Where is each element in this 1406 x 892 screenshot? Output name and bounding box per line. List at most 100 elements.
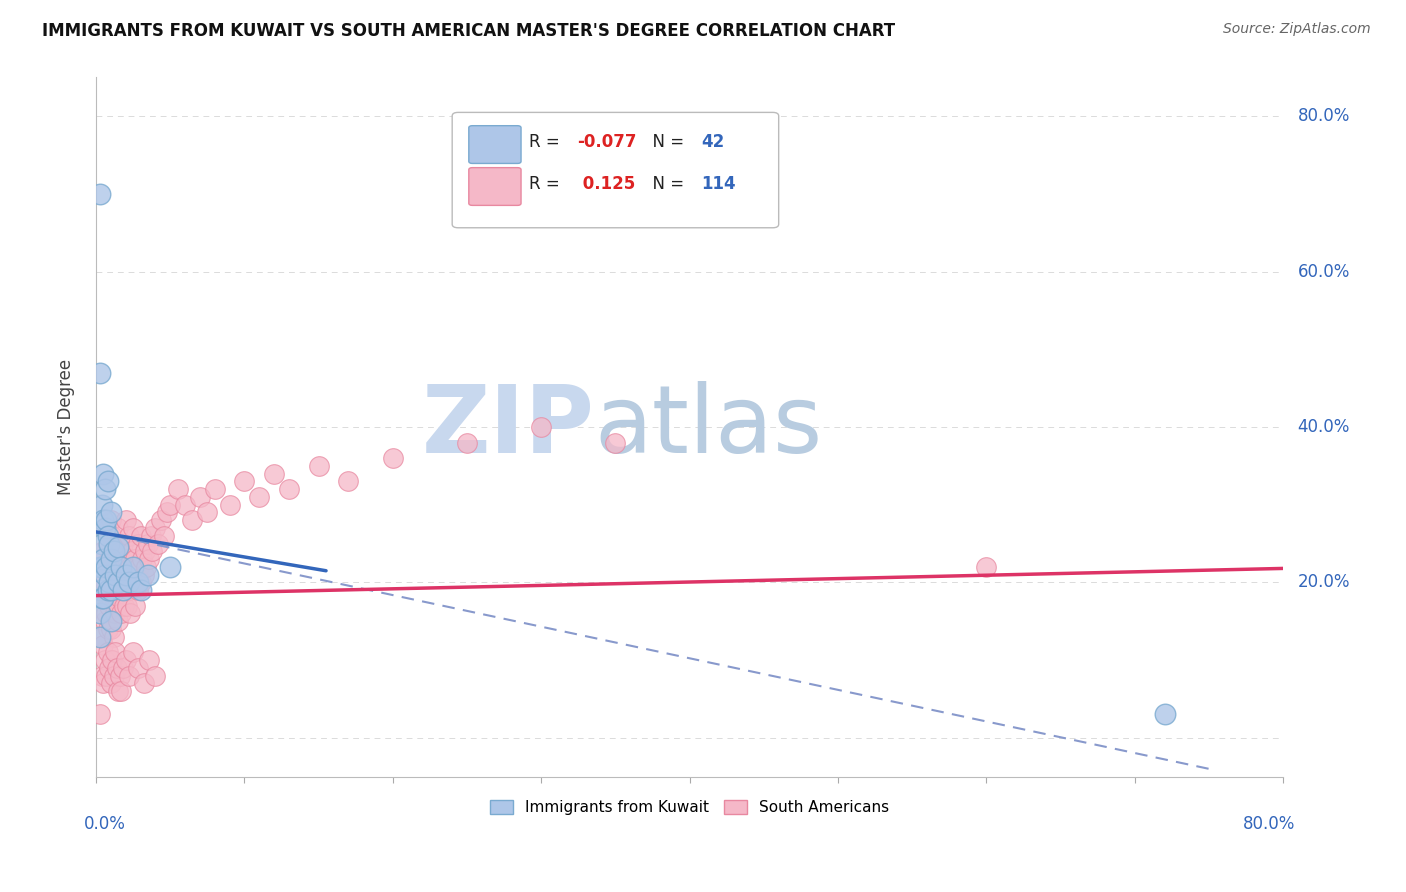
FancyBboxPatch shape xyxy=(453,112,779,227)
Text: 114: 114 xyxy=(702,176,737,194)
Point xyxy=(89,707,111,722)
Point xyxy=(105,552,128,566)
Point xyxy=(96,513,118,527)
Point xyxy=(107,614,129,628)
Point xyxy=(114,653,136,667)
Point xyxy=(110,684,132,698)
Point xyxy=(107,541,129,555)
Point xyxy=(89,366,111,380)
Point xyxy=(308,458,330,473)
Point xyxy=(111,583,134,598)
Point xyxy=(107,567,129,582)
Point xyxy=(122,645,145,659)
Point xyxy=(94,521,117,535)
Point xyxy=(114,513,136,527)
Point xyxy=(101,583,124,598)
Point xyxy=(103,668,125,682)
Point xyxy=(97,583,120,598)
Point xyxy=(114,567,136,582)
Point xyxy=(138,552,160,566)
Point xyxy=(132,567,155,582)
Point xyxy=(107,521,129,535)
Point xyxy=(93,552,115,566)
Point xyxy=(195,506,218,520)
Point xyxy=(111,661,134,675)
Point xyxy=(91,591,114,605)
Point xyxy=(108,668,131,682)
Text: atlas: atlas xyxy=(595,381,823,473)
Point xyxy=(101,529,124,543)
Legend: Immigrants from Kuwait, South Americans: Immigrants from Kuwait, South Americans xyxy=(484,794,896,822)
Point xyxy=(94,614,117,628)
Point xyxy=(96,668,118,682)
Point xyxy=(115,552,138,566)
Point xyxy=(97,583,120,598)
Point xyxy=(91,591,114,605)
Point xyxy=(456,435,478,450)
Point xyxy=(97,536,120,550)
Point xyxy=(97,645,120,659)
Point xyxy=(188,490,211,504)
Point xyxy=(138,653,160,667)
Point xyxy=(100,676,122,690)
Point xyxy=(605,435,627,450)
Point xyxy=(93,591,115,605)
Point xyxy=(93,591,115,605)
Text: 60.0%: 60.0% xyxy=(1298,262,1350,281)
Point xyxy=(96,560,118,574)
Point xyxy=(121,544,143,558)
Point xyxy=(91,536,114,550)
Point xyxy=(104,607,127,621)
Point xyxy=(108,591,131,605)
Point xyxy=(93,513,115,527)
Point xyxy=(156,506,179,520)
Point xyxy=(100,591,122,605)
Point xyxy=(112,560,135,574)
Point xyxy=(96,560,118,574)
Text: 40.0%: 40.0% xyxy=(1298,418,1350,436)
Point xyxy=(114,567,136,582)
Point xyxy=(115,599,138,613)
Point xyxy=(98,599,121,613)
Point xyxy=(100,513,122,527)
Point xyxy=(111,583,134,598)
Point xyxy=(135,560,157,574)
Point xyxy=(98,536,121,550)
Point xyxy=(145,668,167,682)
Point xyxy=(96,607,118,621)
Point xyxy=(153,529,176,543)
Point xyxy=(381,451,404,466)
Point xyxy=(118,668,141,682)
Point xyxy=(111,536,134,550)
Point xyxy=(107,575,129,590)
Point xyxy=(159,560,181,574)
Point xyxy=(247,490,270,504)
Text: R =: R = xyxy=(529,134,565,152)
Point xyxy=(218,498,240,512)
Point xyxy=(104,645,127,659)
Text: IMMIGRANTS FROM KUWAIT VS SOUTH AMERICAN MASTER'S DEGREE CORRELATION CHART: IMMIGRANTS FROM KUWAIT VS SOUTH AMERICAN… xyxy=(42,22,896,40)
Point xyxy=(89,560,111,574)
Point xyxy=(122,521,145,535)
Point xyxy=(101,653,124,667)
Point xyxy=(93,638,115,652)
Point xyxy=(263,467,285,481)
Text: 0.125: 0.125 xyxy=(576,176,636,194)
Point xyxy=(94,575,117,590)
Point xyxy=(98,661,121,675)
Point xyxy=(136,567,159,582)
Text: ZIP: ZIP xyxy=(422,381,595,473)
Point xyxy=(118,575,141,590)
Point xyxy=(100,653,122,667)
Point xyxy=(976,560,998,574)
Text: N =: N = xyxy=(643,176,689,194)
Point xyxy=(166,482,188,496)
Point xyxy=(118,583,141,598)
Point xyxy=(98,552,121,566)
Point xyxy=(530,420,553,434)
Point xyxy=(204,482,226,496)
Text: -0.077: -0.077 xyxy=(576,134,637,152)
Point xyxy=(278,482,301,496)
Point xyxy=(124,599,146,613)
Point xyxy=(93,467,115,481)
